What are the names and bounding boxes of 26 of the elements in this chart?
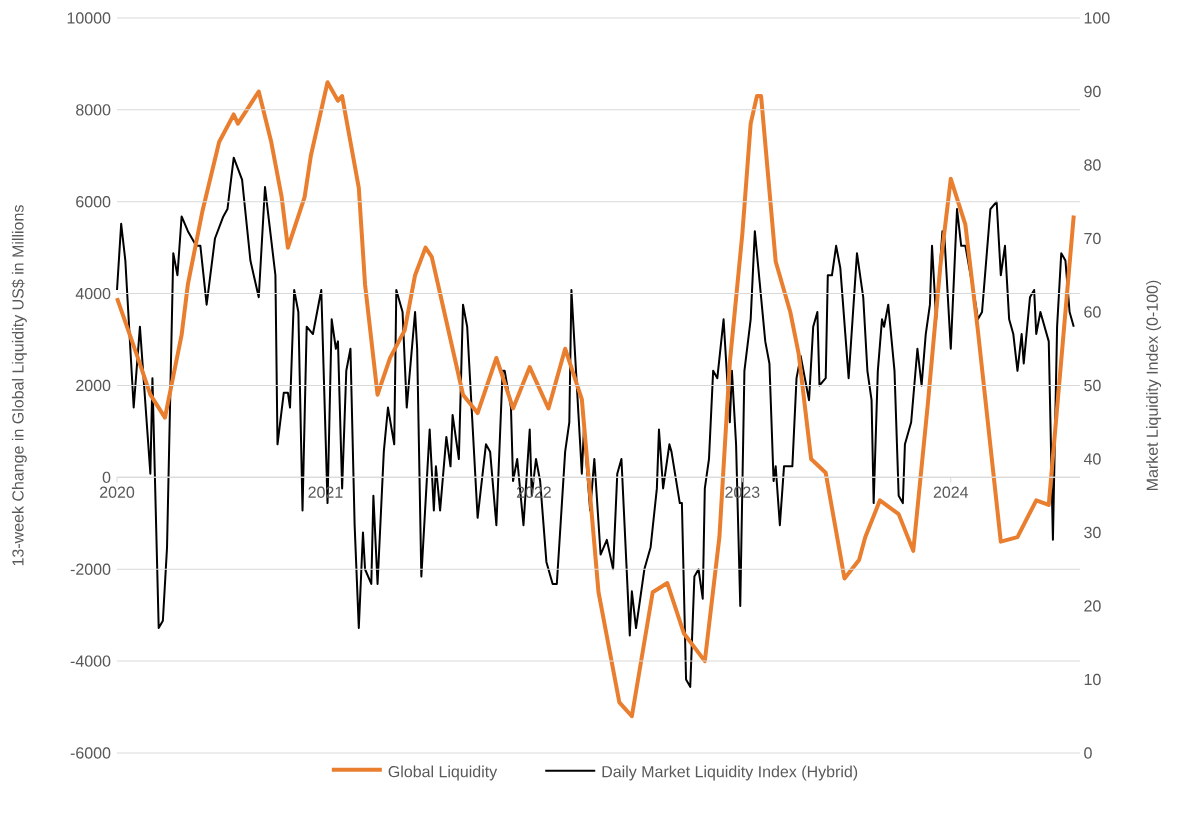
y2-tick-label: 50	[1084, 379, 1101, 392]
y-tick-label: 6000	[76, 196, 111, 208]
y2-tick-label: 0	[1084, 747, 1092, 759]
y2-tick-label: 100	[1084, 12, 1110, 24]
y2-tick-label: 80	[1084, 159, 1101, 171]
y-tick-label: 0	[102, 471, 111, 484]
legend-label: Global Liquidity	[388, 765, 498, 781]
y2-axis-title: Market Liquidity Index (0-100)	[1146, 280, 1162, 491]
y-tick-label: -4000	[70, 655, 111, 667]
y-tick-label: -6000	[70, 747, 111, 759]
y2-tick-label: 60	[1084, 306, 1101, 318]
y2-tick-label: 70	[1084, 232, 1101, 245]
y2-tick-label: 90	[1084, 85, 1101, 98]
x-tick-label: 2024	[933, 486, 969, 498]
y2-tick-label: 20	[1084, 600, 1101, 612]
legend-label: Daily Market Liquidity Index (Hybrid)	[602, 765, 858, 781]
y2-tick-label: 30	[1084, 526, 1101, 539]
y-tick-label: 8000	[76, 104, 111, 116]
x-tick-label: 2020	[100, 486, 135, 498]
y-tick-label: -2000	[70, 563, 111, 575]
y2-tick-label: 10	[1084, 673, 1101, 686]
y-tick-label: 2000	[76, 379, 111, 392]
y-axis-title: 13-week Change in Global Liquidity US$ in Millions	[11, 205, 27, 566]
y2-tick-label: 40	[1083, 453, 1101, 465]
y-tick-label: 10000	[67, 12, 111, 24]
y-tick-label: 4000	[75, 287, 111, 300]
